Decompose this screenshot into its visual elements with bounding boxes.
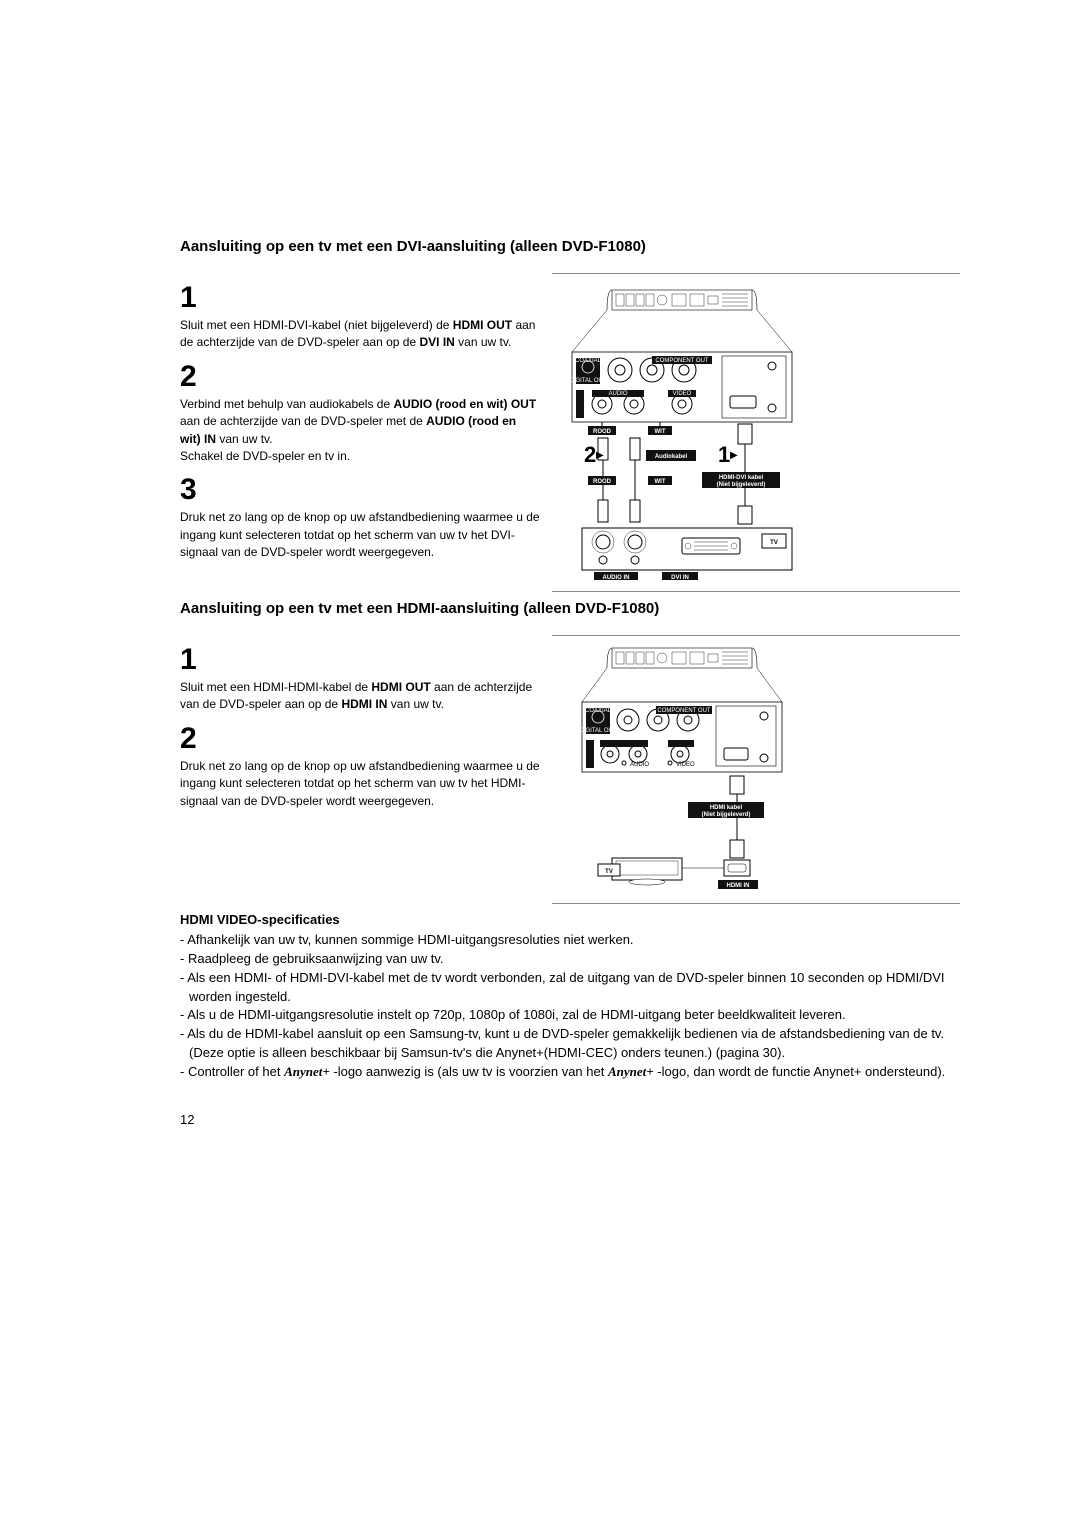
svg-text:TV: TV: [770, 540, 778, 546]
svg-text:COMPONENT OUT: COMPONENT OUT: [657, 708, 711, 714]
section2-diagram: COAXIAL DIGITAL OUT COMPONENT OUT: [552, 635, 960, 904]
svg-text:ROOD: ROOD: [593, 429, 612, 435]
svg-text:DIGITAL OUT: DIGITAL OUT: [569, 378, 606, 384]
svg-text:VIDEO: VIDEO: [676, 762, 695, 768]
step-number: 1: [180, 645, 540, 675]
spec-item-anynet: Controller of het Anynet+ -logo aanwezig…: [180, 1063, 960, 1082]
divider: [552, 591, 960, 592]
svg-text:COAXIAL: COAXIAL: [575, 358, 602, 364]
spec-item: Als u de HDMI-uitgangsresolutie instelt …: [180, 1006, 960, 1025]
section2-steps: 1 Sluit met een HDMI-HDMI-kabel de HDMI …: [180, 635, 540, 810]
svg-text:COMPONENT OUT: COMPONENT OUT: [655, 358, 709, 364]
divider: [552, 635, 960, 636]
spec-item: Raadpleeg de gebruiksaanwijzing van uw t…: [180, 950, 960, 969]
svg-text:DVI IN: DVI IN: [671, 575, 689, 580]
step-number: 1: [180, 283, 540, 313]
specs-list: Afhankelijk van uw tv, kunnen sommige HD…: [180, 931, 960, 1082]
svg-text:WIT: WIT: [655, 429, 666, 435]
step-text: Sluit met een HDMI-HDMI-kabel de HDMI OU…: [180, 679, 540, 714]
section1-diagram: COAXIAL DIGITAL OUT COMPONENT OUT: [552, 273, 960, 592]
svg-text:Audiokabel: Audiokabel: [655, 454, 688, 460]
svg-text:AUDIO: AUDIO: [630, 762, 649, 768]
svg-text:2: 2: [584, 442, 596, 467]
svg-text:COAXIAL: COAXIAL: [585, 708, 612, 714]
divider: [552, 273, 960, 274]
step-number: 2: [180, 362, 540, 392]
svg-text:DIGITAL OUT: DIGITAL OUT: [579, 728, 616, 734]
svg-text:VIDEO: VIDEO: [673, 391, 692, 397]
spec-item: Als du de HDMI-kabel aansluit op een Sam…: [180, 1025, 960, 1063]
step-number: 2: [180, 724, 540, 754]
step-text: Druk net zo lang op de knop op uw afstan…: [180, 758, 540, 810]
specs-title: HDMI VIDEO-specificaties: [180, 912, 960, 927]
svg-text:(Niet bijgeleverd): (Niet bijgeleverd): [717, 482, 766, 488]
svg-text:▶: ▶: [596, 450, 604, 461]
step-text: Verbind met behulp van audiokabels de AU…: [180, 396, 540, 466]
anynet-logo: Anynet+: [284, 1064, 330, 1079]
step-text: Sluit met een HDMI-DVI-kabel (niet bijge…: [180, 317, 540, 352]
svg-text:HDMI IN: HDMI IN: [727, 883, 750, 889]
hdmi-connection-diagram: COAXIAL DIGITAL OUT COMPONENT OUT: [552, 642, 892, 892]
anynet-logo: Anynet+: [608, 1064, 654, 1079]
step-text: Druk net zo lang op de knop op uw afstan…: [180, 509, 540, 561]
anynet-mid: -logo aanwezig is (als uw tv is voorzien…: [330, 1064, 608, 1079]
svg-text:(Niet bijgeleverd): (Niet bijgeleverd): [702, 812, 751, 818]
spec-item: Afhankelijk van uw tv, kunnen sommige HD…: [180, 931, 960, 950]
page-number: 12: [180, 1112, 960, 1127]
svg-text:AUDIO IN: AUDIO IN: [603, 575, 630, 580]
svg-text:1: 1: [718, 442, 730, 467]
svg-text:AUDIO: AUDIO: [608, 391, 627, 397]
svg-text:HDMI kabel: HDMI kabel: [710, 805, 743, 811]
svg-text:WIT: WIT: [655, 479, 666, 485]
dvi-connection-diagram: COAXIAL DIGITAL OUT COMPONENT OUT: [552, 280, 892, 580]
section2-title: Aansluiting op een tv met een HDMI-aansl…: [180, 600, 960, 617]
section1-steps: 1 Sluit met een HDMI-DVI-kabel (niet bij…: [180, 273, 540, 562]
svg-text:TV: TV: [605, 869, 613, 875]
step-number: 3: [180, 475, 540, 505]
anynet-post: -logo, dan wordt de functie Anynet+ onde…: [654, 1064, 946, 1079]
svg-text:ROOD: ROOD: [593, 479, 612, 485]
svg-text:HDMI-DVI kabel: HDMI-DVI kabel: [719, 475, 764, 481]
section1-title: Aansluiting op een tv met een DVI-aanslu…: [180, 238, 960, 255]
anynet-pre: Controller of het: [188, 1064, 284, 1079]
divider: [552, 903, 960, 904]
svg-text:▶: ▶: [730, 450, 738, 461]
spec-item: Als een HDMI- of HDMI-DVI-kabel met de t…: [180, 969, 960, 1007]
